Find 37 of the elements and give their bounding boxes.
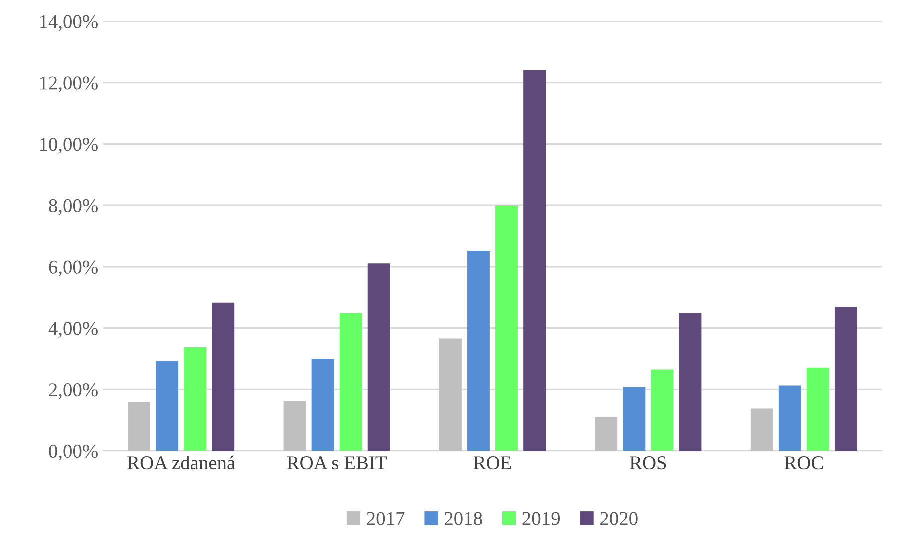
bar <box>524 70 546 452</box>
bar <box>679 313 702 452</box>
x-tick-label: ROA s EBIT <box>287 456 387 470</box>
bar <box>312 359 334 452</box>
bar <box>623 387 646 452</box>
bar <box>806 368 830 452</box>
y-tick-label: 6,00% <box>49 260 98 277</box>
bar <box>778 386 802 452</box>
bar <box>212 302 235 452</box>
legend-label: 2019 <box>522 512 560 526</box>
bar <box>156 361 179 452</box>
bar <box>128 402 151 452</box>
y-tick-label: 14,00% <box>40 15 98 32</box>
bar <box>368 264 390 452</box>
bar <box>834 307 858 452</box>
x-tick-label: ROS <box>630 456 666 470</box>
legend-label: 2018 <box>444 512 482 526</box>
bar <box>651 370 674 452</box>
y-tick-label: 8,00% <box>49 199 98 216</box>
y-tick-label: 0,00% <box>49 444 98 461</box>
bar <box>184 347 207 452</box>
y-tick-label: 10,00% <box>40 138 98 154</box>
y-tick-label: 4,00% <box>48 322 98 338</box>
bar <box>284 401 306 452</box>
bar <box>468 251 490 452</box>
legend-label: 2017 <box>367 512 405 526</box>
x-tick-label: ROA zdanená <box>128 456 236 470</box>
bar <box>340 313 362 452</box>
legend-label: 2020 <box>600 512 638 526</box>
bar <box>496 206 518 452</box>
bar <box>750 408 774 452</box>
x-tick-label: ROC <box>784 456 824 470</box>
bar <box>440 338 462 452</box>
y-tick-label: 12,00% <box>40 76 98 93</box>
y-tick-label: 2,00% <box>49 384 98 400</box>
x-tick-label: ROE <box>474 456 512 470</box>
bar <box>595 417 618 452</box>
